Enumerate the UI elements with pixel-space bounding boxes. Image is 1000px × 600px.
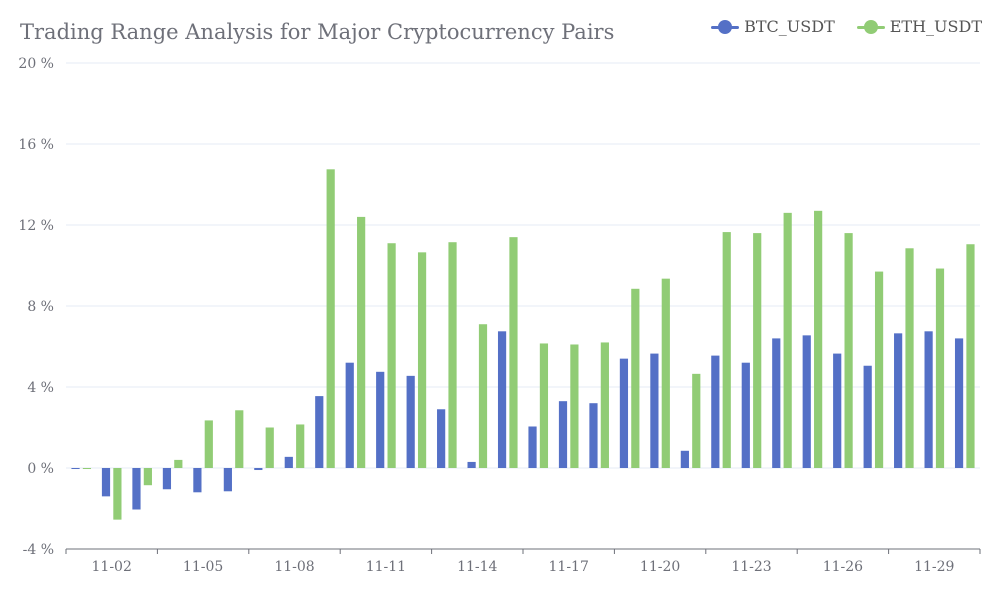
bar-btc-usdt-11-10[interactable] — [345, 362, 354, 468]
legend-item-eth[interactable]: ETH_USDT — [856, 17, 982, 36]
bar-btc-usdt-11-24[interactable] — [772, 338, 781, 468]
y-tick-label: -4 % — [23, 542, 54, 558]
x-tick-label: 11-26 — [823, 559, 863, 575]
x-tick-label: 11-17 — [549, 559, 589, 575]
bar-btc-usdt-11-09[interactable] — [315, 396, 324, 468]
x-tick-label: 11-29 — [914, 559, 954, 575]
bar-eth-usdt-11-24[interactable] — [783, 212, 792, 468]
bar-btc-usdt-11-27[interactable] — [863, 365, 872, 468]
bar-eth-usdt-11-30[interactable] — [966, 244, 975, 468]
axis-layer: -4 % 0 % 4 % 8 % 12 % 16 % 20 % 11-02 11-05 11-08… — [18, 56, 981, 575]
bar-btc-usdt-11-01[interactable] — [71, 468, 80, 470]
bar-eth-usdt-11-20[interactable] — [661, 278, 670, 468]
bar-btc-usdt-11-05[interactable] — [193, 468, 202, 493]
bar-btc-usdt-11-13[interactable] — [437, 409, 446, 468]
bar-btc-usdt-11-23[interactable] — [741, 362, 750, 468]
x-tick-label: 11-11 — [366, 559, 406, 575]
legend: BTC_USDT ETH_USDT — [711, 17, 982, 36]
y-tick-label: 12 % — [18, 218, 54, 234]
bar-eth-usdt-11-09[interactable] — [326, 169, 335, 468]
bar-eth-usdt-11-18[interactable] — [600, 342, 609, 468]
bar-eth-usdt-11-11[interactable] — [387, 243, 396, 468]
grid-layer — [66, 62, 980, 469]
bar-btc-usdt-11-12[interactable] — [406, 375, 415, 468]
bar-eth-usdt-11-16[interactable] — [539, 343, 549, 468]
bar-eth-usdt-11-26[interactable] — [844, 233, 853, 468]
bar-btc-usdt-11-08[interactable] — [284, 456, 293, 468]
bar-btc-usdt-11-20[interactable] — [650, 353, 659, 468]
bar-eth-usdt-11-21[interactable] — [692, 373, 701, 468]
bar-eth-usdt-11-01[interactable] — [82, 468, 92, 470]
bar-btc-usdt-11-06[interactable] — [223, 468, 232, 492]
y-tick-label: 4 % — [27, 380, 54, 396]
bar-btc-usdt-11-02[interactable] — [101, 468, 111, 497]
legend-swatch-btc — [711, 19, 740, 34]
x-tick-label: 11-05 — [183, 559, 223, 575]
bar-btc-usdt-11-26[interactable] — [833, 353, 842, 468]
y-tick-label: 20 % — [18, 56, 54, 72]
legend-label-eth: ETH_USDT — [889, 17, 982, 36]
bar-btc-usdt-11-25[interactable] — [802, 335, 811, 468]
bar-layer — [71, 169, 975, 520]
bar-eth-usdt-11-25[interactable] — [814, 210, 823, 468]
bar-btc-usdt-11-17[interactable] — [558, 401, 568, 468]
legend-item-btc[interactable]: BTC_USDT — [711, 17, 835, 36]
bar-btc-usdt-11-28[interactable] — [894, 333, 903, 468]
bar-btc-usdt-11-30[interactable] — [954, 338, 964, 468]
bar-btc-usdt-11-22[interactable] — [711, 355, 720, 468]
bar-eth-usdt-11-15[interactable] — [509, 237, 518, 468]
bar-btc-usdt-11-29[interactable] — [924, 331, 933, 468]
bar-eth-usdt-11-08[interactable] — [296, 424, 305, 468]
x-tick-label: 11-14 — [457, 559, 497, 575]
legend-label-btc: BTC_USDT — [744, 17, 835, 36]
y-tick-label: 8 % — [27, 299, 54, 315]
bar-eth-usdt-11-07[interactable] — [265, 427, 274, 469]
bar-btc-usdt-11-07[interactable] — [254, 468, 263, 471]
x-tick-label: 11-08 — [274, 559, 314, 575]
bar-eth-usdt-11-13[interactable] — [448, 242, 457, 468]
legend-dot-btc — [718, 19, 733, 34]
bar-btc-usdt-11-16[interactable] — [528, 426, 537, 468]
x-tick-label: 11-20 — [640, 559, 680, 575]
bar-btc-usdt-11-21[interactable] — [680, 450, 689, 468]
bar-eth-usdt-11-03[interactable] — [143, 468, 152, 486]
bar-btc-usdt-11-04[interactable] — [162, 468, 172, 490]
bar-eth-usdt-11-27[interactable] — [874, 271, 884, 468]
legend-dot-eth — [863, 19, 878, 34]
bar-eth-usdt-11-04[interactable] — [174, 459, 183, 468]
bar-eth-usdt-11-28[interactable] — [905, 248, 914, 468]
bar-btc-usdt-11-18[interactable] — [589, 403, 598, 468]
y-tick-label: 0 % — [27, 461, 54, 477]
bar-btc-usdt-11-03[interactable] — [132, 468, 141, 510]
bar-eth-usdt-11-10[interactable] — [357, 216, 366, 468]
bar-btc-usdt-11-15[interactable] — [497, 331, 507, 468]
x-tick-label: 11-23 — [731, 559, 771, 575]
chart-title: Trading Range Analysis for Major Cryptoc… — [20, 20, 615, 44]
bar-eth-usdt-11-23[interactable] — [753, 233, 762, 468]
bar-eth-usdt-11-19[interactable] — [631, 288, 640, 468]
bar-btc-usdt-11-19[interactable] — [619, 358, 629, 468]
y-tick-label: 16 % — [18, 137, 54, 153]
x-tick-label: 11-02 — [92, 559, 132, 575]
bar-eth-usdt-11-05[interactable] — [204, 420, 213, 468]
bar-btc-usdt-11-14[interactable] — [467, 461, 476, 468]
bar-eth-usdt-11-14[interactable] — [478, 324, 488, 468]
bar-eth-usdt-11-06[interactable] — [235, 410, 244, 468]
bar-eth-usdt-11-02[interactable] — [113, 468, 122, 520]
bar-eth-usdt-11-12[interactable] — [417, 252, 427, 468]
bar-btc-usdt-11-11[interactable] — [376, 371, 385, 468]
bar-eth-usdt-11-22[interactable] — [722, 232, 731, 468]
legend-swatch-eth — [856, 19, 885, 34]
bar-eth-usdt-11-17[interactable] — [570, 344, 579, 468]
bar-eth-usdt-11-29[interactable] — [935, 268, 945, 468]
